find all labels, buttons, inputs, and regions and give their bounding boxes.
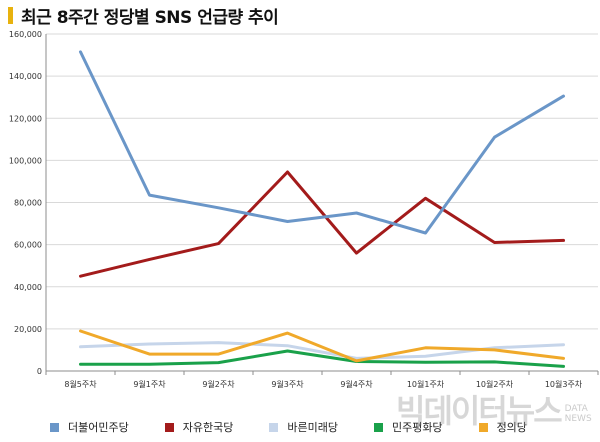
data-point [79,50,82,54]
data-point [148,342,151,346]
data-point [148,258,151,261]
data-point [286,331,289,335]
data-point [424,231,427,235]
data-point [424,360,427,364]
legend-label: 더불어민주당 [68,421,129,434]
chart-title-bar: 최근 8주간 정당별 SNS 언급량 추이 [8,4,279,28]
y-tick-label: 20,000 [14,325,42,334]
watermark-sub-top: DATA [564,404,588,414]
data-point [493,241,496,244]
data-point [217,341,220,344]
legend-swatch [478,422,488,432]
y-tick-label: 160,000 [9,30,42,39]
legend-swatch [164,422,174,432]
data-point [355,211,358,215]
x-tick-label: 9월4주차 [340,379,373,389]
x-tick-label: 10월2주차 [476,379,514,389]
x-tick-label: 10월1주차 [407,379,445,389]
data-point [217,242,220,245]
data-point [79,345,82,348]
watermark-main: 빅데이터뉴스 [396,392,563,430]
x-tick-label: 8월5주차 [64,379,97,389]
y-tick-label: 40,000 [14,283,42,292]
legend-item: 정의당 [478,419,527,435]
x-tick-label: 10월3주차 [545,379,583,389]
data-point [562,239,565,242]
legend-label: 바른미래당 [287,421,338,434]
data-point [562,357,565,360]
title-accent-bar [8,6,13,24]
data-point [79,275,82,278]
legend-swatch [269,422,279,432]
data-point [493,136,496,139]
legend-item: 바른미래당 [269,419,338,435]
chart-legend: 더불어민주당 자유한국당 바른미래당 민주평화당 정의당 [50,419,527,435]
y-tick-label: 80,000 [14,199,42,208]
data-point [286,220,289,223]
legend-swatch [50,422,59,432]
data-point [79,329,82,333]
series-line-1 [79,170,565,278]
y-tick-label: 140,000 [9,72,42,81]
data-point [286,170,289,174]
data-point [148,352,151,356]
legend-swatch [373,422,383,432]
data-point [355,251,358,255]
data-point [286,344,289,347]
data-point [148,193,151,197]
chart-title: 최근 8주간 정당별 SNS 언급량 추이 [21,7,279,28]
data-point [355,359,358,363]
data-point [424,197,427,200]
legend-item: 민주평화당 [373,419,443,435]
watermark-sub-bottom: NEWS [564,414,592,424]
legend-label: 자유한국당 [182,421,234,434]
data-point [424,346,427,350]
data-point [562,365,565,368]
watermark-logo: 빅데이터뉴스 DATA NEWS [396,386,592,432]
legend-item: 자유한국당 [164,419,234,435]
y-tick-label: 100,000 [9,156,42,165]
y-tick-label: 60,000 [14,241,42,250]
x-tick-label: 9월3주차 [271,379,304,389]
data-point [424,355,427,358]
data-point [493,360,496,364]
data-point [493,348,496,352]
data-point [79,363,82,366]
series-line-3 [79,349,565,368]
x-tick-label: 9월1주차 [133,379,166,389]
y-tick-label: 0 [37,367,42,376]
watermark-sub: DATA NEWS [565,404,592,424]
data-point [355,357,358,360]
x-tick-label: 9월2주차 [202,379,235,389]
data-point [217,361,220,364]
data-point [217,352,220,356]
legend-item: 더불어민주당 [50,419,129,435]
data-point [562,343,565,346]
y-tick-label: 120,000 [9,114,42,123]
data-point [148,363,151,366]
legend-label: 정의당 [496,421,527,434]
series-line-0 [79,50,565,235]
data-point [562,94,565,98]
line-chart: 0 20,000 40,000 60,000 80,000 100,000 120,000 1… [9,30,599,389]
data-point [286,349,289,353]
legend-label: 민주평화당 [391,421,443,434]
series-line-4 [79,329,565,363]
data-point [217,206,220,209]
